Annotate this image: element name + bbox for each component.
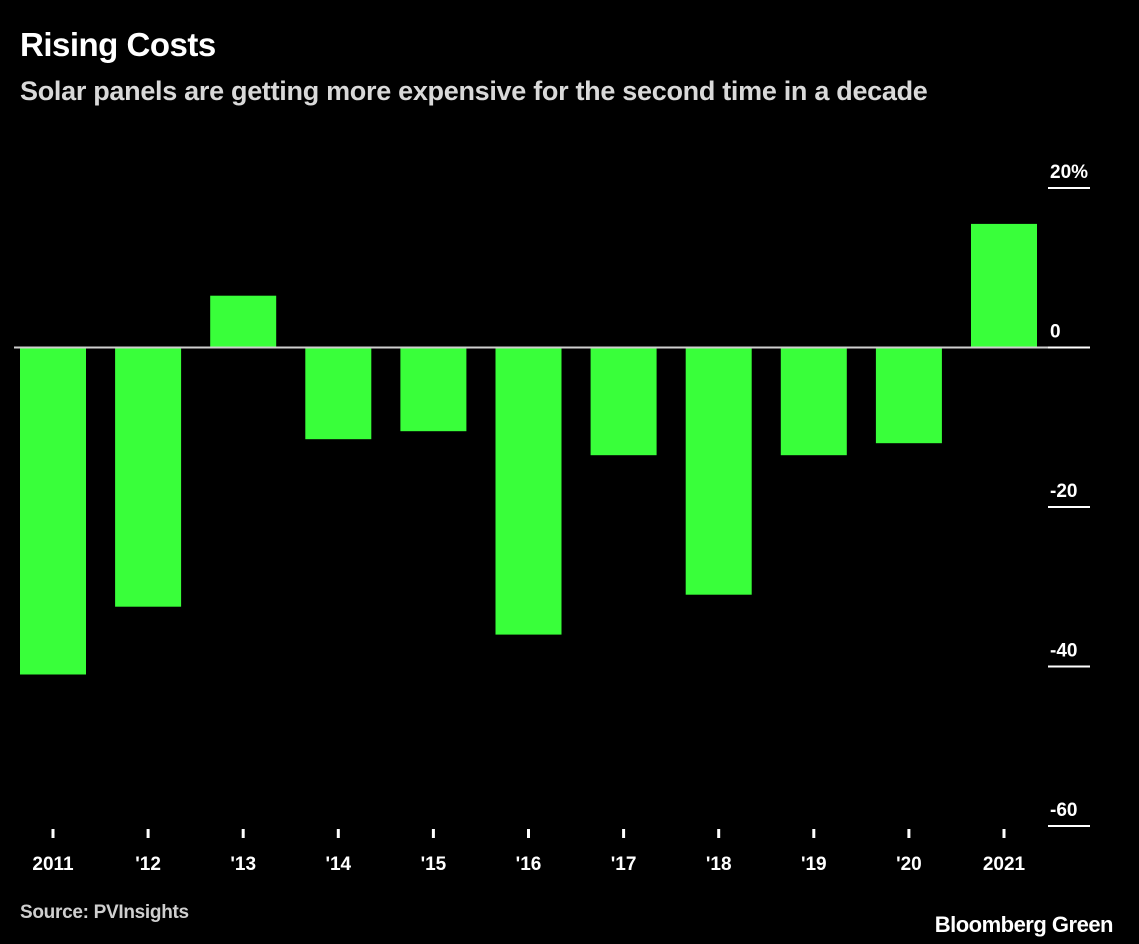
x-tick-label: 2021: [983, 854, 1026, 875]
x-axis: 2011 '12 '13 '14 '15 '16 '17 '18 '19 '20 2021: [32, 829, 1026, 875]
x-tick-label: 2011: [32, 854, 74, 875]
x-tick-label: '14: [325, 854, 351, 875]
y-tick-label: 20%: [1050, 162, 1088, 183]
bar-8: [685, 347, 752, 595]
bar-11: [971, 223, 1037, 348]
x-tick-label: '15: [421, 854, 447, 875]
bar-3: [210, 295, 277, 348]
source-note: Source: PVInsights: [20, 902, 189, 923]
x-tick-label: '17: [611, 854, 637, 875]
bars-group: [20, 223, 1037, 675]
bar-6: [495, 347, 562, 635]
brand-logo-text: Bloomberg Green: [934, 912, 1114, 937]
bar-10: [875, 347, 942, 444]
x-tick-label: '20: [896, 854, 922, 875]
bar-4: [305, 347, 372, 440]
chart-subtitle: Solar panels are getting more expensive …: [20, 76, 928, 106]
bar-9: [780, 347, 847, 456]
x-tick-label: '13: [230, 854, 256, 875]
chart-title: Rising Costs: [20, 26, 216, 63]
bar-1: [20, 347, 86, 675]
y-tick-label: -60: [1050, 800, 1077, 821]
y-tick-label: -40: [1050, 641, 1077, 662]
y-tick-label: -20: [1050, 481, 1077, 502]
x-tick-label: '19: [801, 854, 827, 875]
y-tick-label: 0: [1050, 322, 1061, 343]
bar-5: [400, 347, 467, 432]
x-tick-label: '12: [135, 854, 161, 875]
x-tick-label: '18: [706, 854, 732, 875]
bar-2: [115, 347, 182, 607]
x-tick-label: '16: [516, 854, 542, 875]
bar-7: [590, 347, 657, 456]
y-axis: 20% 0 -20 -40 -60: [1048, 162, 1090, 827]
